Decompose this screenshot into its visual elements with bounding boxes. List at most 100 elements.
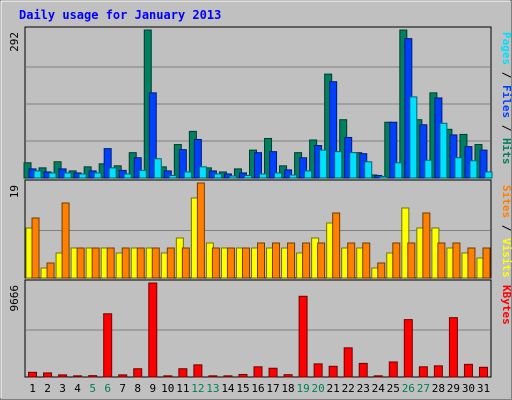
bar-sites-day-6 — [106, 247, 115, 279]
bar-pages-day-11 — [183, 171, 192, 179]
bar-sites-day-4 — [76, 247, 85, 279]
bar-sites-day-11 — [181, 247, 190, 279]
bar-sites-day-25 — [392, 242, 401, 279]
panel-hits-scale-label: 292 — [8, 32, 21, 52]
bar-files-day-8 — [133, 157, 142, 179]
series-files — [28, 38, 488, 179]
bar-sites-day-23 — [362, 242, 371, 279]
x-tick-label: 24 — [372, 382, 386, 395]
bar-kbytes-day-6 — [103, 313, 113, 378]
x-tick-label: 13 — [206, 382, 219, 395]
x-tick-label: 16 — [251, 382, 264, 395]
bar-pages-day-31 — [484, 171, 493, 179]
x-tick-label: 5 — [89, 382, 96, 395]
legend-segment: Visits — [500, 238, 512, 278]
bar-kbytes-day-27 — [418, 366, 428, 378]
panel-kbytes: 9666 KBytes — [8, 279, 512, 378]
x-tick-label: 14 — [221, 382, 235, 395]
bar-files-day-11 — [178, 149, 187, 179]
bar-pages-day-8 — [138, 169, 147, 179]
x-tick-label: 11 — [176, 382, 189, 395]
x-tick-label: 12 — [191, 382, 204, 395]
bar-pages-day-26 — [409, 96, 418, 179]
bar-sites-day-12 — [196, 182, 205, 279]
x-tick-label: 25 — [387, 382, 400, 395]
bar-pages-day-7 — [123, 173, 132, 179]
bar-pages-day-3 — [63, 172, 72, 179]
x-tick-label: 3 — [59, 382, 66, 395]
panel-hits: 292 Pages / Files / Hits — [8, 26, 512, 179]
bar-kbytes-day-17 — [268, 367, 278, 378]
x-tick-label: 31 — [477, 382, 490, 395]
legend-segment: Files — [500, 85, 512, 118]
panel-kbytes-legend: KBytes — [500, 285, 512, 325]
bar-pages-day-29 — [454, 157, 463, 179]
bar-sites-day-26 — [407, 242, 416, 279]
x-tick-label: 17 — [266, 382, 279, 395]
bar-pages-day-6 — [108, 167, 117, 179]
bar-kbytes-day-21 — [328, 365, 338, 378]
bar-sites-day-24 — [377, 262, 386, 279]
bar-kbytes-day-3 — [58, 374, 68, 378]
bar-kbytes-day-26 — [403, 319, 413, 378]
bar-kbytes-day-1 — [28, 371, 38, 378]
bar-files-day-16 — [254, 152, 262, 179]
bar-pages-day-18 — [289, 174, 298, 179]
x-tick-label: 29 — [447, 382, 460, 395]
series-sites — [31, 182, 491, 279]
bar-kbytes-day-8 — [133, 368, 143, 378]
bar-sites-day-15 — [241, 247, 250, 279]
panel-visits-scale-label: 19 — [8, 185, 21, 198]
x-tick-label: 28 — [432, 382, 445, 395]
x-tick-label: 15 — [236, 382, 249, 395]
legend-segment: / — [500, 118, 512, 138]
bar-kbytes-day-20 — [313, 363, 323, 378]
bar-files-day-29 — [449, 134, 458, 179]
legend-segment: Hits — [500, 138, 512, 165]
x-tick-label: 8 — [134, 382, 141, 395]
x-tick-label: 18 — [281, 382, 294, 395]
x-tick-label: 19 — [296, 382, 309, 395]
bar-pages-day-22 — [349, 152, 358, 179]
legend-segment: / — [500, 218, 512, 238]
bar-sites-day-30 — [467, 247, 476, 279]
bar-sites-day-7 — [121, 247, 130, 279]
bar-files-day-10 — [163, 170, 172, 179]
bar-sites-day-27 — [422, 212, 431, 279]
bar-kbytes-day-15 — [238, 373, 248, 378]
bar-sites-day-3 — [61, 202, 70, 279]
series-visits — [25, 197, 485, 279]
panel-visits-legend: Sites / Visits — [500, 185, 512, 278]
bar-kbytes-day-29 — [448, 317, 458, 378]
bar-sites-day-18 — [287, 242, 296, 279]
bar-sites-day-8 — [136, 247, 145, 279]
bar-kbytes-day-23 — [358, 362, 368, 378]
bar-pages-day-30 — [469, 160, 478, 179]
x-tick-label: 1 — [29, 382, 36, 395]
legend-segment: Pages — [500, 32, 512, 65]
bar-pages-day-21 — [334, 151, 343, 179]
bar-kbytes-day-5 — [88, 375, 98, 378]
bar-kbytes-day-7 — [118, 374, 128, 378]
bar-kbytes-day-30 — [463, 363, 473, 378]
legend-segment: KBytes — [500, 285, 512, 325]
bar-pages-day-15 — [243, 174, 252, 179]
x-tick-label: 22 — [342, 382, 355, 395]
bar-kbytes-day-14 — [223, 375, 233, 378]
bar-files-day-18 — [284, 169, 293, 179]
bar-sites-day-1 — [31, 217, 40, 279]
bar-pages-day-28 — [439, 122, 448, 179]
bar-sites-day-17 — [272, 242, 281, 279]
bar-kbytes-day-18 — [283, 374, 293, 378]
legend-segment: / — [500, 65, 512, 85]
bar-files-day-27 — [419, 124, 428, 179]
x-tick-label: 21 — [327, 382, 340, 395]
bar-sites-day-10 — [166, 247, 175, 279]
series-pages — [33, 96, 493, 179]
bar-files-day-19 — [299, 157, 308, 179]
bar-sites-day-2 — [46, 262, 55, 279]
bar-pages-day-17 — [274, 172, 283, 179]
bar-kbytes-day-19 — [298, 295, 308, 378]
bar-kbytes-day-24 — [373, 375, 383, 378]
bar-sites-day-5 — [91, 247, 100, 279]
